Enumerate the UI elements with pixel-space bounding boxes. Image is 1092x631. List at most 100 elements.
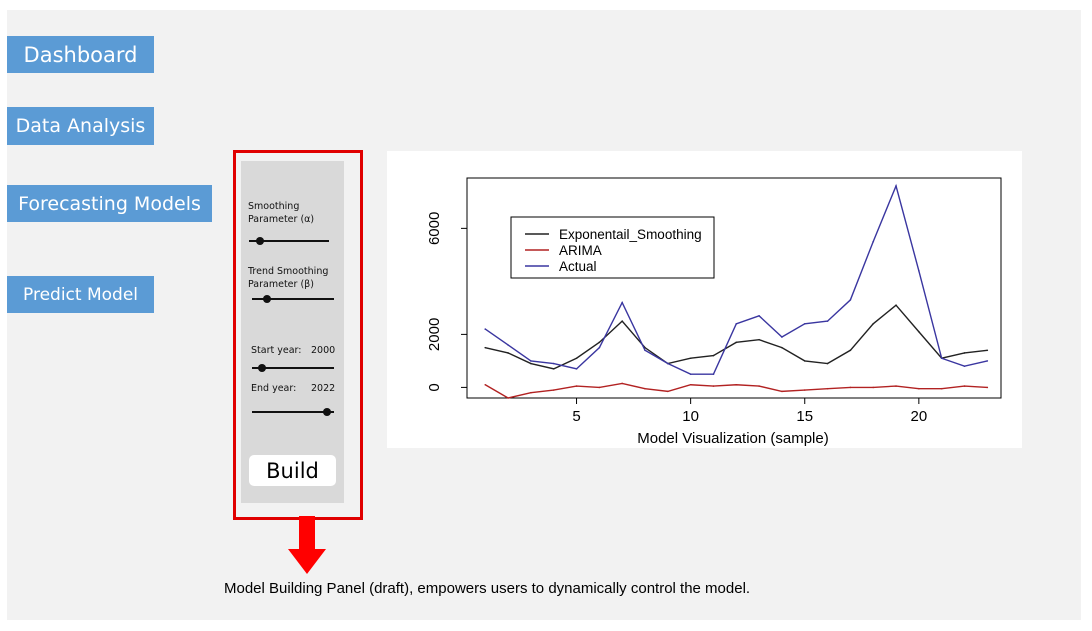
- data-point: [530, 360, 532, 362]
- data-point: [575, 385, 578, 387]
- data-point: [552, 368, 555, 370]
- trend-smoothing-parameter-label: Trend Smoothing Parameter (β): [248, 266, 329, 290]
- data-point: [781, 346, 783, 349]
- data-point: [803, 322, 806, 325]
- data-point: [849, 299, 852, 301]
- data-point: [986, 349, 989, 352]
- nav-data-analysis-button[interactable]: Data Analysis: [7, 107, 154, 145]
- plot-frame: [466, 177, 1002, 399]
- end-year-value: 2022: [311, 383, 336, 394]
- data-point: [826, 362, 829, 365]
- x-tick-label: 20: [911, 408, 928, 425]
- data-point: [507, 352, 509, 354]
- start-year-slider-track: [252, 367, 334, 369]
- data-point: [575, 357, 578, 360]
- data-point: [872, 322, 875, 325]
- start-year-value: 2000: [311, 345, 336, 356]
- data-point: [689, 373, 692, 375]
- data-point: [621, 382, 623, 385]
- chart-svg: 5 10 15 20 0 2000 6000 Exponentail_SmoothingARI…: [426, 177, 1002, 425]
- data-point: [826, 320, 829, 322]
- alpha-slider[interactable]: [249, 236, 329, 246]
- data-point: [918, 330, 920, 333]
- data-point: [507, 344, 509, 346]
- nav-predict-model-button[interactable]: Predict Model: [7, 276, 154, 313]
- legend-label: Exponentail_Smoothing: [559, 227, 702, 242]
- data-point: [530, 391, 532, 394]
- x-tick-label: 10: [682, 408, 699, 425]
- model-visualization-chart: 5 10 15 20 0 2000 6000 Exponentail_Smoothing ARI…: [387, 151, 1022, 448]
- data-point: [940, 387, 943, 390]
- data-point: [986, 386, 989, 389]
- data-point: [781, 390, 783, 393]
- alpha-slider-track: [249, 240, 329, 242]
- data-point: [758, 315, 760, 317]
- data-point: [484, 328, 487, 330]
- data-point: [598, 341, 601, 344]
- chart-caption: Model Visualization (sample): [637, 430, 829, 447]
- data-point: [644, 349, 646, 352]
- data-point: [940, 357, 943, 360]
- data-point: [552, 389, 555, 391]
- start-year-slider-knob[interactable]: [257, 364, 266, 372]
- end-year-label: End year:: [251, 383, 297, 394]
- data-point: [918, 387, 920, 390]
- data-point: [598, 386, 601, 389]
- data-point: [575, 368, 578, 370]
- model-building-panel: [241, 161, 344, 503]
- data-point: [552, 362, 555, 365]
- panel-caption: Model Building Panel (draft), empowers u…: [224, 580, 751, 597]
- start-year-label: Start year:: [251, 345, 302, 356]
- data-point: [872, 240, 875, 243]
- y-tick-label: 6000: [426, 212, 443, 245]
- data-point: [598, 346, 601, 349]
- beta-slider[interactable]: [252, 294, 334, 304]
- data-point: [530, 362, 532, 365]
- data-point: [758, 338, 760, 341]
- legend-label: ARIMA: [559, 243, 602, 258]
- data-point: [735, 383, 738, 386]
- data-point: [507, 397, 509, 399]
- data-point: [826, 387, 829, 390]
- x-tick-label: 15: [796, 408, 813, 425]
- data-point: [758, 385, 760, 387]
- series-line: [484, 183, 988, 375]
- data-point: [872, 386, 875, 389]
- x-tick-label: 5: [572, 408, 580, 425]
- data-point: [895, 304, 897, 307]
- end-year-slider-track: [252, 411, 334, 413]
- data-point: [963, 352, 966, 354]
- data-point: [484, 346, 487, 349]
- data-point: [621, 320, 623, 322]
- legend-label: Actual: [559, 259, 597, 274]
- alpha-slider-knob[interactable]: [256, 237, 265, 245]
- data-point: [667, 362, 669, 365]
- data-point: [689, 383, 692, 386]
- down-arrow-icon: [288, 516, 326, 574]
- data-point: [712, 354, 715, 357]
- y-tick-label: 2000: [426, 318, 443, 351]
- data-point: [621, 301, 623, 304]
- series-line: [485, 304, 988, 370]
- build-button[interactable]: Build: [249, 455, 336, 486]
- data-point: [803, 360, 806, 362]
- data-point: [963, 385, 966, 387]
- data-point: [849, 386, 852, 389]
- panel-highlight-frame: [233, 150, 363, 520]
- nav-dashboard-button[interactable]: Dashboard: [7, 36, 154, 73]
- data-point: [918, 269, 920, 272]
- data-point: [644, 387, 646, 390]
- beta-slider-knob[interactable]: [262, 295, 271, 303]
- smoothing-parameter-label: Smoothing Parameter (α): [248, 201, 315, 225]
- series-line: [484, 382, 988, 399]
- data-point: [986, 360, 989, 362]
- data-point: [803, 389, 806, 391]
- data-point: [735, 341, 738, 344]
- end-year-slider[interactable]: [252, 407, 334, 417]
- start-year-slider[interactable]: [252, 363, 334, 373]
- data-point: [484, 383, 487, 386]
- end-year-slider-knob[interactable]: [323, 408, 332, 416]
- nav-forecasting-models-button[interactable]: Forecasting Models: [7, 185, 212, 222]
- legend-box: [510, 216, 715, 279]
- y-tick-label: 0: [426, 383, 443, 391]
